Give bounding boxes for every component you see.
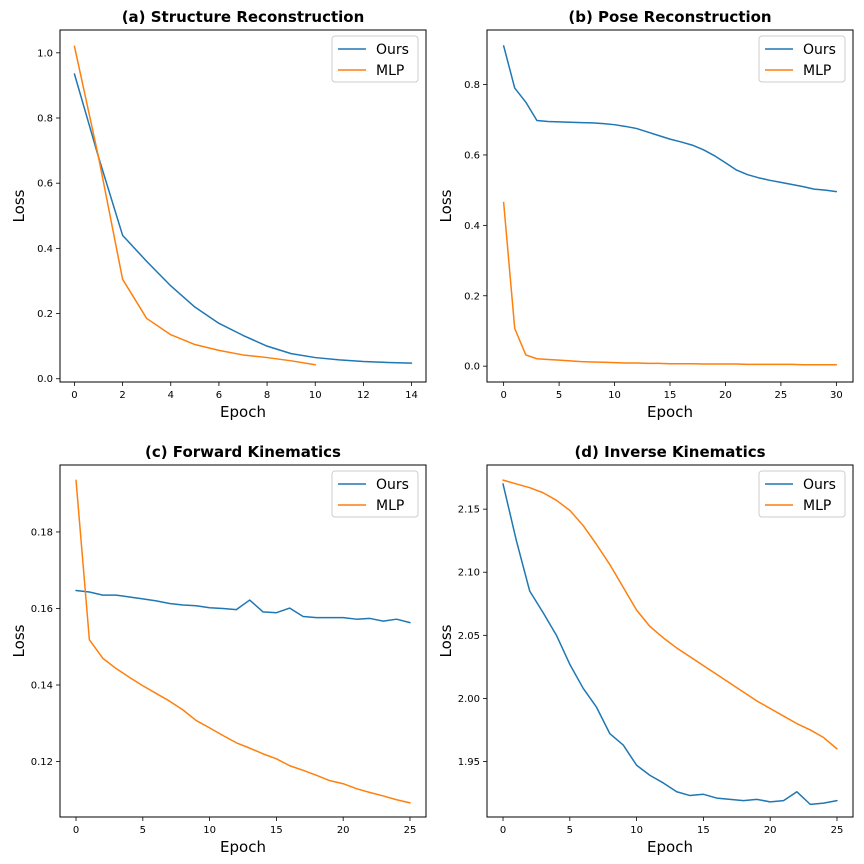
panel-title: (d) Inverse Kinematics	[574, 443, 765, 461]
series-line-ours	[502, 483, 838, 806]
series-line-ours	[502, 45, 838, 193]
y-tick-label: 0.6	[37, 179, 53, 190]
x-tick-label: 20	[719, 390, 732, 401]
panel-title: (a) Structure Reconstruction	[122, 8, 365, 26]
x-tick-label: 30	[830, 390, 843, 401]
y-tick-label: 2.10	[458, 568, 480, 579]
chart-panel-3: (c) Forward Kinematics 0 5 10 15 20 25 0.12 0.14…	[10, 443, 427, 856]
x-tick-label: 0	[500, 390, 506, 401]
chart-panel-4: (d) Inverse Kinematics 0 5 10 15 20 25 1.95 2.00…	[437, 443, 854, 856]
x-tick-label: 4	[168, 390, 174, 401]
legend: Ours MLP	[758, 470, 846, 518]
y-tick-label: 0.0	[464, 362, 480, 373]
legend-label-ours: Ours	[376, 477, 409, 493]
x-tick-label: 5	[567, 825, 573, 836]
y-tick-label: 0.14	[31, 681, 53, 692]
legend: Ours MLP	[331, 35, 419, 83]
series-line-ours	[75, 589, 411, 624]
plot-frame	[486, 29, 854, 383]
x-axis-label: Epoch	[220, 838, 266, 856]
series-line-mlp	[73, 45, 316, 366]
x-tick-label: 25	[775, 390, 788, 401]
y-axis-label: Loss	[10, 624, 28, 657]
y-tick-label: 0.2	[464, 291, 480, 302]
x-tick-label: 0	[500, 825, 506, 836]
y-tick-label: 0.8	[464, 80, 480, 91]
y-tick-label: 1.0	[37, 48, 53, 59]
x-tick-label: 0	[73, 825, 79, 836]
x-tick-label: 2	[119, 390, 125, 401]
y-tick-label: 1.95	[458, 757, 480, 768]
panel-title: (c) Forward Kinematics	[145, 443, 341, 461]
y-tick-label: 0.8	[37, 114, 53, 125]
legend-label-mlp: MLP	[803, 63, 831, 79]
series-line-ours	[73, 73, 413, 364]
x-tick-label: 15	[697, 825, 710, 836]
legend-label-mlp: MLP	[376, 498, 404, 514]
x-tick-label: 14	[405, 390, 418, 401]
x-tick-label: 20	[337, 825, 350, 836]
x-axis-label: Epoch	[647, 838, 693, 856]
x-tick-label: 10	[608, 390, 621, 401]
series-line-mlp	[502, 479, 838, 750]
x-tick-label: 6	[216, 390, 222, 401]
y-tick-label: 0.2	[37, 309, 53, 320]
y-tick-label: 0.4	[37, 244, 53, 255]
series-line-mlp	[502, 201, 838, 366]
y-axis-label: Loss	[437, 189, 455, 222]
legend-label-ours: Ours	[803, 477, 836, 493]
x-tick-label: 10	[630, 825, 643, 836]
x-tick-label: 8	[264, 390, 270, 401]
y-tick-label: 2.05	[458, 631, 480, 642]
y-axis-label: Loss	[437, 624, 455, 657]
plot-frame	[486, 464, 854, 818]
plot-frame	[59, 29, 427, 383]
panel-title: (b) Pose Reconstruction	[568, 8, 771, 26]
y-tick-label: 0.18	[31, 527, 53, 538]
chart-panel-1: (a) Structure Reconstruction 0 2 4 6 8 10 12 14 0…	[10, 8, 427, 421]
plot-frame	[59, 464, 427, 818]
y-tick-label: 0.0	[37, 374, 53, 385]
series-line-mlp	[75, 479, 411, 804]
chart-panel-2: (b) Pose Reconstruction 0 5 10 15 20 25 30 0.0 0.…	[437, 8, 854, 421]
x-axis-label: Epoch	[220, 403, 266, 421]
y-tick-label: 2.00	[458, 694, 480, 705]
y-tick-label: 0.12	[31, 757, 53, 768]
y-axis-label: Loss	[10, 189, 28, 222]
x-tick-label: 20	[764, 825, 777, 836]
x-tick-label: 5	[140, 825, 146, 836]
x-tick-label: 15	[270, 825, 283, 836]
y-tick-label: 0.6	[464, 150, 480, 161]
y-tick-label: 2.15	[458, 505, 480, 516]
x-tick-label: 0	[71, 390, 77, 401]
y-tick-label: 0.16	[31, 604, 53, 615]
x-tick-label: 15	[664, 390, 677, 401]
x-tick-label: 5	[556, 390, 562, 401]
legend: Ours MLP	[758, 35, 846, 83]
x-tick-label: 10	[203, 825, 216, 836]
y-tick-label: 0.4	[464, 221, 480, 232]
legend-label-ours: Ours	[376, 42, 409, 58]
x-tick-label: 25	[831, 825, 844, 836]
legend: Ours MLP	[331, 470, 419, 518]
legend-label-mlp: MLP	[376, 63, 404, 79]
x-axis-label: Epoch	[647, 403, 693, 421]
legend-label-ours: Ours	[803, 42, 836, 58]
x-tick-label: 12	[357, 390, 370, 401]
x-tick-label: 10	[309, 390, 322, 401]
x-tick-label: 25	[404, 825, 417, 836]
legend-label-mlp: MLP	[803, 498, 831, 514]
